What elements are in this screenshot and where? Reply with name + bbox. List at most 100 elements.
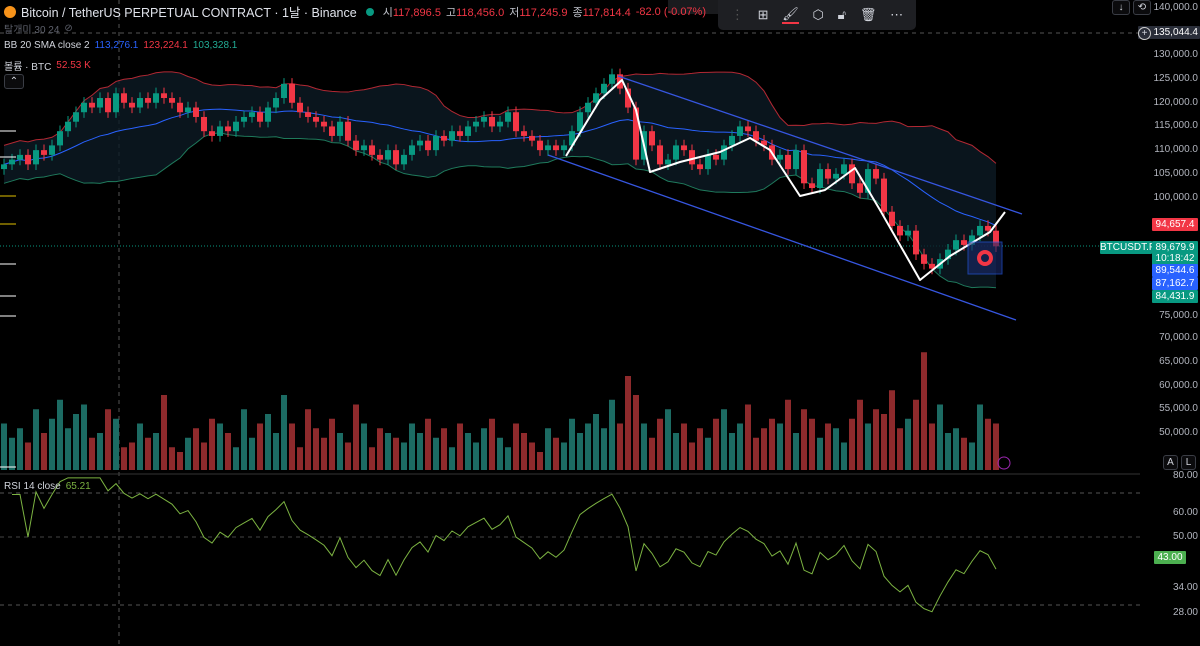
price-axis-label: 70,000.0 bbox=[1159, 332, 1198, 343]
hidden-eye-icon[interactable]: ⊘ bbox=[64, 23, 73, 34]
candle-body bbox=[409, 145, 415, 155]
candle-body bbox=[577, 112, 583, 132]
candle-body bbox=[721, 145, 727, 160]
candle-body bbox=[553, 145, 559, 151]
trash-icon[interactable]: 🗑︎ bbox=[859, 7, 877, 22]
volume-bar bbox=[745, 404, 751, 470]
bb-label[interactable]: BB 20 SMA close 2 bbox=[4, 40, 90, 51]
volume-bar bbox=[721, 409, 727, 470]
candle-body bbox=[113, 93, 119, 113]
candle-body bbox=[713, 154, 719, 160]
volume-bar bbox=[785, 399, 791, 470]
candle-body bbox=[857, 183, 863, 193]
volume-bar bbox=[465, 433, 471, 470]
price-chart[interactable] bbox=[0, 0, 1140, 646]
unlock-icon[interactable]: 🔓︎ bbox=[837, 7, 847, 22]
candle-body bbox=[601, 83, 607, 94]
volume-bar bbox=[129, 442, 135, 470]
price-axis-label: 60,000.0 bbox=[1159, 379, 1198, 391]
volume-bar bbox=[385, 433, 391, 470]
price-axis-label: 55,000.0 bbox=[1159, 403, 1198, 415]
candle-body bbox=[649, 131, 655, 146]
low-value: 117,245.9 bbox=[519, 6, 568, 19]
candle-body bbox=[457, 131, 463, 136]
volume-bar bbox=[9, 437, 15, 470]
candle-body bbox=[689, 150, 695, 165]
candle-body bbox=[489, 116, 495, 127]
volume-bar bbox=[321, 437, 327, 470]
volume-bar bbox=[433, 437, 439, 470]
volume-bar bbox=[681, 423, 687, 470]
volume-bar bbox=[713, 418, 719, 470]
candle-body bbox=[337, 121, 343, 136]
price-axis-label: 105,000.0 bbox=[1153, 167, 1199, 179]
volume-bar bbox=[241, 409, 247, 470]
drawing-toolbar-secondary[interactable] bbox=[668, 0, 730, 14]
volume-bar bbox=[601, 428, 607, 470]
drawing-toolbar[interactable]: ⋮ ⊞ 🖌 ⬡ 🔓︎ 🗑︎ ⋯ bbox=[718, 0, 916, 30]
candle-body bbox=[729, 135, 735, 146]
settings-icon[interactable]: ⬡ bbox=[812, 7, 824, 22]
volume-bar bbox=[409, 423, 415, 470]
rsi-axis-label: 50.00 bbox=[1172, 531, 1198, 542]
volume-bar bbox=[937, 404, 943, 470]
volume-bar bbox=[849, 418, 855, 470]
volume-bar bbox=[481, 428, 487, 470]
paint-bucket-icon[interactable]: 🖌 bbox=[782, 6, 799, 24]
candle-body bbox=[121, 93, 127, 103]
volume-bar bbox=[673, 433, 679, 470]
volume-bar bbox=[969, 442, 975, 470]
volume-bar bbox=[593, 414, 599, 470]
drag-handle-icon[interactable]: ⋮ bbox=[730, 7, 744, 22]
candle-body bbox=[73, 112, 79, 122]
volume-label[interactable]: 볼륨 · BTC bbox=[4, 62, 52, 73]
price-axis-label: 115,000.0 bbox=[1154, 120, 1198, 132]
volume-bar bbox=[569, 418, 575, 470]
candle-body bbox=[17, 154, 23, 160]
volume-bar bbox=[977, 404, 983, 470]
volume-bar bbox=[113, 418, 119, 470]
scroll-down-button[interactable]: ↓ bbox=[1112, 0, 1130, 15]
record-ring-icon bbox=[977, 250, 993, 266]
more-icon[interactable]: ⋯ bbox=[890, 7, 904, 22]
reset-button[interactable]: ⟲ bbox=[1133, 0, 1151, 15]
rsi-label[interactable]: RSI 14 close bbox=[4, 481, 61, 492]
volume-bar bbox=[689, 442, 695, 470]
volume-bar bbox=[297, 447, 303, 470]
candle-body bbox=[401, 154, 407, 165]
bitcoin-logo-icon bbox=[4, 5, 16, 18]
auto-scale-button[interactable]: A bbox=[1163, 455, 1178, 470]
candle-body bbox=[705, 154, 711, 170]
volume-bar bbox=[81, 404, 87, 470]
add-alert-icon[interactable]: + bbox=[1138, 27, 1151, 40]
candle-body bbox=[841, 164, 847, 174]
rsi-axis-label: 34.00 bbox=[1172, 582, 1198, 593]
volume-bar bbox=[177, 452, 183, 470]
rsi-value: 65.21 bbox=[65, 481, 91, 492]
bb-fill bbox=[4, 71, 996, 288]
low-label: 저 bbox=[509, 6, 520, 19]
volume-bar bbox=[889, 390, 895, 470]
symbol-legend: Bitcoin / TetherUS PERPETUAL CONTRACT · … bbox=[4, 2, 706, 21]
candle-body bbox=[865, 169, 871, 193]
candle-body bbox=[537, 140, 543, 151]
collapse-legend-button[interactable]: ⌃ bbox=[4, 74, 24, 89]
volume-bar bbox=[697, 428, 703, 470]
candle-body bbox=[681, 145, 687, 151]
candle-body bbox=[465, 126, 471, 136]
volume-bar bbox=[497, 437, 503, 470]
volume-bar bbox=[865, 423, 871, 470]
volume-bar bbox=[649, 437, 655, 470]
candle-body bbox=[81, 102, 87, 113]
last-price-tag: 89,679.9 10:18:42 bbox=[1152, 241, 1198, 265]
candle-body bbox=[745, 126, 751, 132]
candle-body bbox=[833, 173, 839, 179]
candle-body bbox=[145, 98, 151, 103]
candle-body bbox=[201, 116, 207, 132]
volume-bar bbox=[665, 409, 671, 470]
log-scale-button[interactable]: L bbox=[1181, 455, 1196, 470]
candle-body bbox=[513, 112, 519, 132]
template-icon[interactable]: ⊞ bbox=[757, 7, 769, 22]
price-axis-label: 75,000.0 bbox=[1159, 309, 1198, 321]
symbol-title[interactable]: Bitcoin / TetherUS PERPETUAL CONTRACT · … bbox=[21, 6, 357, 20]
